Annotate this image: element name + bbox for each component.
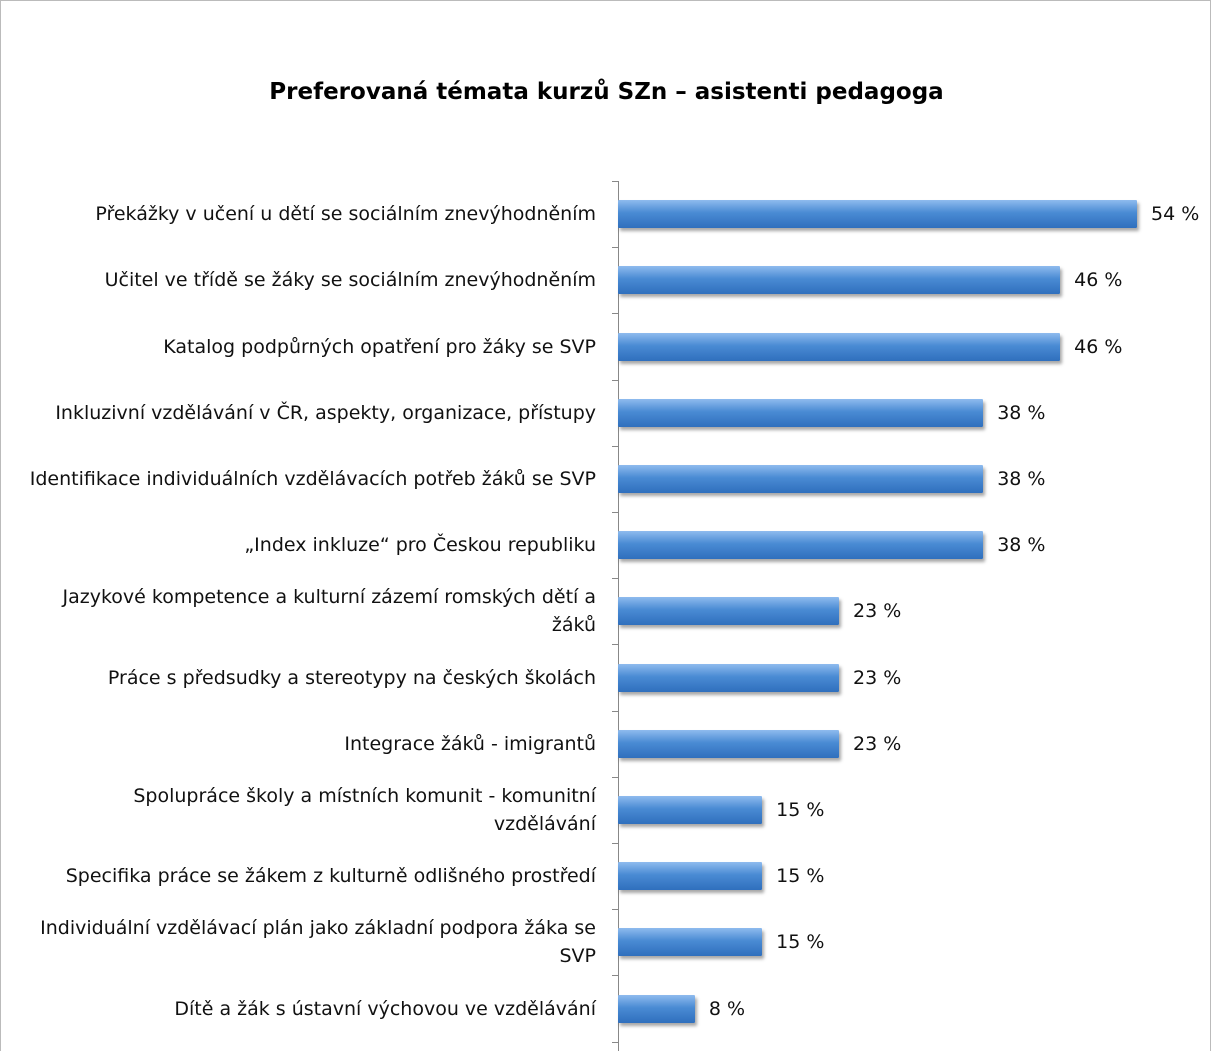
category-label: Jazykové kompetence a kulturní zázemí ro…: [62, 586, 597, 637]
category-label: Učitel ve třídě se žáky se sociálním zne…: [104, 269, 596, 292]
bar: [618, 729, 840, 758]
axis-tick: [612, 644, 618, 646]
bar: [618, 531, 984, 560]
category-label: Inkluzivní vzdělávání v ČR, aspekty, org…: [55, 401, 596, 424]
axis-tick: [612, 578, 618, 580]
data-label: 38 %: [997, 401, 1046, 424]
axis-tick: [612, 975, 618, 977]
category-label: Individuální vzdělávací plán jako základ…: [40, 917, 596, 968]
category-label: Spolupráce školy a místních komunit - ko…: [133, 784, 596, 835]
bar: [618, 597, 840, 626]
axis-tick: [612, 512, 618, 513]
data-label: 54 %: [1151, 203, 1200, 226]
data-label: 8 %: [708, 997, 746, 1020]
axis-tick: [612, 843, 618, 844]
category-label: Práce s předsudky a stereotypy na českýc…: [107, 666, 596, 689]
axis-tick: [612, 181, 618, 182]
category-label: „Index inkluze“ pro Českou republiku: [244, 534, 596, 557]
bar: [618, 663, 840, 692]
data-label: 38 %: [997, 467, 1046, 490]
bar: [618, 398, 984, 427]
axis-tick: [612, 776, 618, 778]
category-label: Překážky v učení u dětí se sociálním zne…: [95, 203, 596, 226]
data-label: 23 %: [853, 600, 902, 623]
chart-title: Preferovaná témata kurzů SZn – asistenti…: [269, 79, 944, 105]
category-label: Integrace žáků - imigrantů: [344, 732, 596, 755]
bar: [618, 862, 763, 891]
data-label: 15 %: [776, 798, 825, 821]
category-label: Dítě a žák s ústavní výchovou ve vzděláv…: [174, 997, 596, 1020]
data-label: 38 %: [997, 534, 1046, 557]
data-label: 46 %: [1074, 269, 1123, 292]
axis-tick: [612, 1041, 618, 1043]
data-label: 23 %: [853, 732, 902, 755]
data-label: 46 %: [1074, 335, 1123, 358]
axis-tick: [612, 313, 618, 315]
category-label: Katalog podpůrných opatření pro žáky se …: [163, 335, 596, 358]
data-label: 15 %: [776, 931, 825, 954]
bar: [618, 464, 984, 493]
bar: [618, 994, 695, 1023]
bar: [618, 332, 1061, 361]
data-label: 15 %: [776, 865, 825, 888]
axis-tick: [612, 247, 618, 249]
axis-tick: [612, 710, 618, 712]
axis-tick: [612, 445, 618, 447]
category-label: Identifikace individuálních vzdělávacích…: [29, 467, 596, 490]
bar: [618, 795, 763, 824]
data-label: 23 %: [853, 666, 902, 689]
bar: [618, 200, 1137, 229]
axis-tick: [612, 379, 618, 381]
axis-tick: [612, 909, 618, 911]
bar: [618, 928, 763, 957]
bar: [618, 266, 1061, 295]
category-label: Specifika práce se žákem z kulturně odli…: [65, 865, 596, 888]
